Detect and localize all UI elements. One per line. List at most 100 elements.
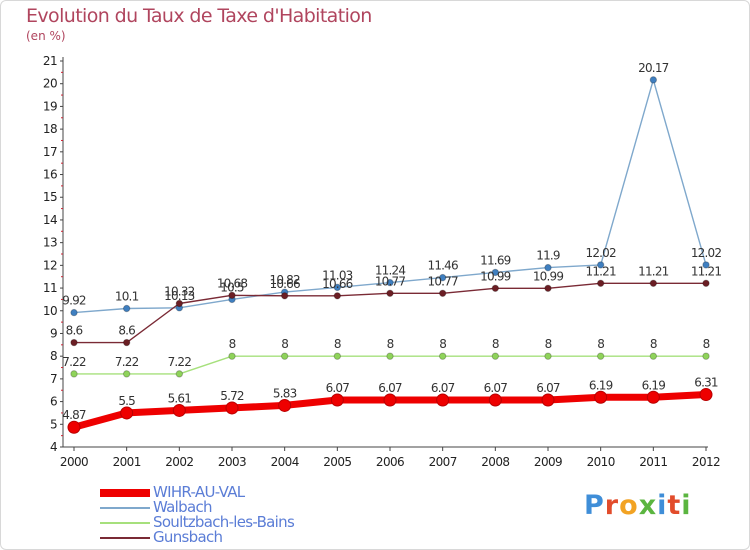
data-label-3-2: 10.32 — [164, 284, 195, 298]
data-label-2-8: 8 — [492, 337, 499, 351]
data-point-1-5 — [333, 283, 342, 292]
data-label-3-3: 10.68 — [217, 276, 248, 290]
data-point-3-5 — [333, 292, 342, 300]
data-point-0-5 — [330, 393, 344, 407]
x-tick-label: 2012 — [692, 455, 720, 469]
y-tick-label: 11 — [43, 281, 57, 295]
data-label-2-11: 8 — [650, 337, 657, 351]
data-point-2-6 — [386, 352, 394, 360]
data-point-2-9 — [544, 352, 552, 360]
data-label-1-5: 11.03 — [322, 268, 353, 282]
data-point-0-1 — [120, 406, 134, 420]
y-tick-label: 13 — [43, 236, 57, 250]
legend-swatch-3 — [100, 537, 150, 539]
data-point-3-2 — [175, 299, 184, 308]
data-label-2-5: 8 — [334, 337, 341, 351]
data-point-0-10 — [594, 390, 608, 404]
data-point-1-7 — [438, 273, 447, 282]
data-point-0-2 — [172, 403, 186, 417]
x-tick-label: 2005 — [323, 455, 351, 469]
data-point-3-10 — [596, 279, 605, 287]
data-label-0-2: 5.61 — [168, 391, 192, 405]
data-label-2-6: 8 — [387, 337, 394, 351]
data-point-2-5 — [333, 352, 342, 360]
data-label-2-12: 8 — [703, 337, 710, 351]
data-label-0-10: 6.19 — [589, 378, 613, 392]
data-point-2-8 — [491, 352, 500, 360]
data-label-1-0: 9.92 — [62, 294, 86, 308]
data-point-1-11 — [649, 76, 658, 84]
legend-swatch-2 — [100, 522, 150, 524]
data-label-3-8: 10.99 — [480, 269, 511, 283]
y-tick-label: 7 — [50, 372, 57, 386]
data-point-0-12 — [699, 388, 713, 402]
data-point-3-9 — [544, 284, 552, 292]
data-point-2-2 — [175, 370, 184, 378]
data-point-1-10 — [596, 261, 605, 269]
data-label-2-4: 8 — [281, 337, 288, 351]
data-label-1-10: 12.02 — [585, 246, 616, 260]
y-tick-label: 21 — [43, 54, 57, 68]
data-label-0-1: 5.5 — [118, 394, 135, 408]
legend-swatch-1 — [100, 507, 150, 509]
y-tick-label: 6 — [50, 395, 57, 409]
data-point-1-1 — [122, 304, 131, 313]
data-point-3-12 — [702, 279, 710, 287]
data-point-1-12 — [702, 261, 710, 269]
data-point-2-1 — [122, 370, 131, 378]
logo-letter: t — [667, 490, 682, 521]
data-point-2-3 — [228, 352, 236, 360]
legend-label-2: Soultzbach-les-Bains — [153, 513, 295, 531]
x-tick-label: 2004 — [271, 455, 299, 469]
data-label-3-10: 11.21 — [585, 264, 616, 278]
legend-label-0: WIHR-AU-VAL — [153, 483, 245, 501]
data-label-1-11: 20.17 — [638, 61, 669, 75]
data-label-0-5: 6.07 — [326, 381, 350, 395]
y-tick-label: 12 — [43, 258, 57, 272]
data-label-1-3: 10.5 — [220, 280, 244, 294]
data-label-2-1: 7.22 — [115, 355, 139, 369]
data-point-1-0 — [70, 308, 78, 317]
x-tick-label: 2009 — [534, 455, 562, 469]
legend-swatch-0 — [100, 489, 150, 497]
x-tick-label: 2010 — [587, 455, 615, 469]
data-point-3-1 — [122, 338, 131, 347]
logo-letter: i — [657, 490, 668, 521]
data-label-3-11: 11.21 — [638, 264, 669, 278]
data-point-0-6 — [383, 393, 397, 407]
x-tick-label: 2001 — [113, 455, 141, 469]
y-tick-label: 14 — [43, 213, 57, 227]
data-point-2-11 — [649, 352, 658, 360]
x-tick-label: 2000 — [60, 455, 88, 469]
data-label-3-6: 10.77 — [375, 274, 406, 288]
data-point-3-4 — [280, 292, 289, 300]
data-label-2-10: 8 — [597, 337, 604, 351]
y-tick-label: 15 — [43, 190, 57, 204]
data-point-2-10 — [596, 352, 605, 360]
y-tick-label: 5 — [50, 417, 57, 431]
x-tick-label: 2003 — [218, 455, 246, 469]
data-label-0-6: 6.07 — [378, 381, 402, 395]
data-point-1-9 — [544, 263, 552, 272]
data-label-0-8: 6.07 — [484, 381, 508, 395]
y-tick-label: 20 — [43, 77, 57, 91]
x-tick-label: 2008 — [481, 455, 509, 469]
data-point-1-6 — [386, 278, 394, 287]
line-chart: 4 5 6 7 8 9 10 11 12 13 14 15 16 17 18 19 20 21 2000 2001 20… — [43, 54, 722, 469]
x-tick-label: 2006 — [376, 455, 404, 469]
data-point-3-6 — [386, 289, 394, 297]
x-tick-label: 2002 — [165, 455, 193, 469]
data-point-0-3 — [225, 401, 239, 415]
data-label-3-7: 10.77 — [427, 274, 458, 288]
data-label-3-5: 10.66 — [322, 277, 353, 291]
data-point-2-0 — [70, 370, 78, 378]
data-label-2-2: 7.22 — [168, 355, 192, 369]
data-label-0-0: 4.87 — [62, 408, 86, 422]
data-point-0-0 — [67, 420, 81, 434]
data-point-3-3 — [228, 291, 236, 300]
data-label-0-4: 5.83 — [273, 386, 297, 400]
data-label-0-3: 5.72 — [220, 389, 244, 403]
legend-label-1: Walbach — [153, 498, 213, 516]
data-point-2-12 — [702, 352, 710, 360]
y-tick-label: 18 — [43, 122, 57, 136]
